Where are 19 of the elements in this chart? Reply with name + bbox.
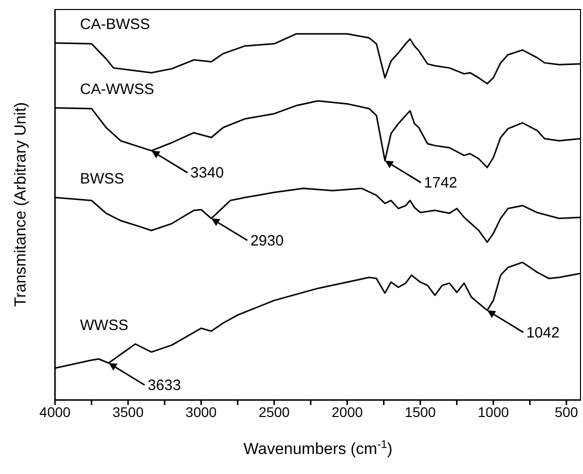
x-tick-label: 2500 (258, 404, 290, 420)
annotation: 3340 (190, 164, 224, 182)
series-label: CA-BWSS (80, 16, 150, 34)
x-tick-label: 1000 (478, 404, 510, 420)
x-tick-label: 3500 (112, 404, 144, 420)
annotation: 3633 (148, 377, 181, 394)
x-tick-label: 2000 (332, 404, 364, 420)
annotation: 2930 (250, 232, 284, 250)
series-label: CA-WWSS (80, 80, 154, 98)
series-label: BWSS (80, 170, 124, 188)
y-axis-title: Transmitance (Arbitrary Unit) (12, 102, 30, 307)
annotation: 1042 (526, 324, 560, 342)
x-tick-label: 3000 (186, 404, 217, 420)
annotation: 1742 (424, 174, 458, 192)
x-tick-label: 4000 (39, 404, 71, 420)
x-tick-label: 1500 (404, 404, 436, 420)
x-axis-title: Wavenumbers (cm$^{-1}$) (244, 439, 392, 458)
x-tick-label: 500 (554, 404, 578, 420)
series-label: WWSS (80, 316, 128, 334)
